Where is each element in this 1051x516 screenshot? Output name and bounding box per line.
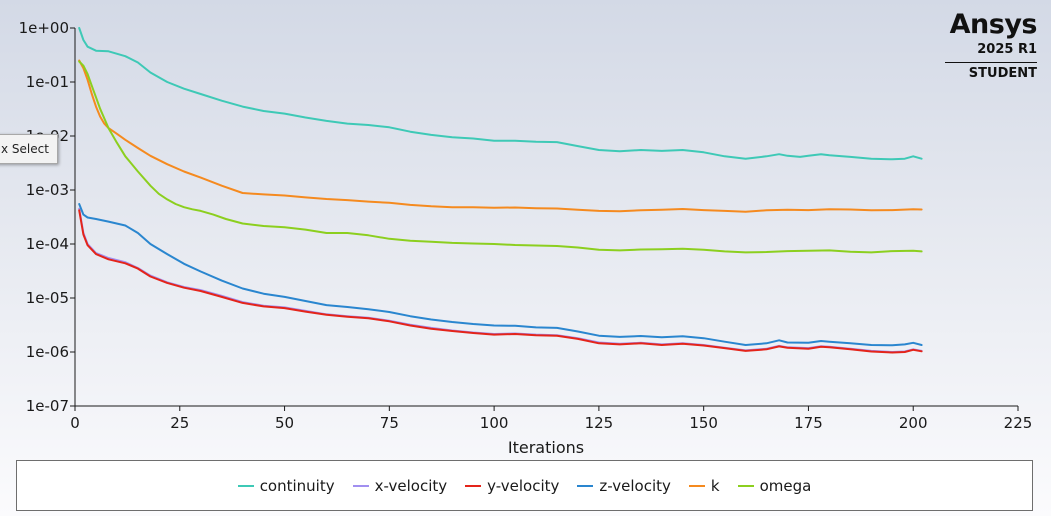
legend-label: x-velocity bbox=[374, 476, 448, 495]
brand-version: 2025 R1 bbox=[977, 42, 1037, 57]
y-tick-label: 1e-07 bbox=[26, 397, 69, 415]
x-tick-label: 75 bbox=[380, 414, 399, 432]
x-tick-label: 225 bbox=[1004, 414, 1033, 432]
x-tick-label: 150 bbox=[689, 414, 718, 432]
y-tick-label: 1e+00 bbox=[19, 19, 69, 37]
legend-swatch bbox=[688, 484, 705, 487]
legend-label: y-velocity bbox=[487, 476, 560, 495]
legend-label: k bbox=[710, 476, 720, 495]
brand-edition: STUDENT bbox=[968, 66, 1037, 81]
y-tick-label: 1e-06 bbox=[26, 343, 69, 361]
legend-label: z-velocity bbox=[599, 476, 671, 495]
y-tick-label: 1e-03 bbox=[26, 181, 69, 199]
y-tick-label: 1e-04 bbox=[26, 235, 69, 253]
series-line-y-velocity bbox=[78, 209, 923, 354]
x-tick-label: 200 bbox=[899, 414, 928, 432]
x-tick-label: 125 bbox=[585, 414, 614, 432]
brand-divider bbox=[945, 62, 1037, 63]
legend-swatch bbox=[465, 484, 482, 487]
legend-swatch bbox=[237, 484, 254, 487]
series-line-z-velocity bbox=[78, 203, 923, 347]
y-tick-label: 1e-05 bbox=[26, 289, 69, 307]
x-tick-label: 50 bbox=[275, 414, 294, 432]
legend-label: continuity bbox=[259, 476, 335, 495]
legend-item-z-velocity[interactable]: z-velocity bbox=[577, 477, 671, 495]
series-line-continuity bbox=[78, 27, 923, 161]
series-line-x-velocity bbox=[78, 207, 923, 353]
brand-logo: Ansys 2025 R1 STUDENT bbox=[945, 9, 1038, 82]
legend-swatch bbox=[577, 484, 594, 487]
legend-item-omega[interactable]: omega bbox=[737, 476, 812, 495]
legend-item-k[interactable]: k bbox=[688, 476, 720, 495]
x-ticks: 0 25 50 75 100 125 150 175 200 225 bbox=[70, 406, 1032, 432]
series-line-k bbox=[78, 59, 923, 213]
series-line-omega bbox=[78, 60, 923, 254]
brand-name: Ansys bbox=[949, 9, 1038, 40]
x-tick-label: 100 bbox=[480, 414, 509, 432]
legend-item-x-velocity[interactable]: x-velocity bbox=[352, 476, 448, 495]
series-lines bbox=[78, 27, 923, 354]
x-tick-label: 175 bbox=[794, 414, 823, 432]
legend-swatch bbox=[737, 484, 754, 487]
chart-legend: continuity x-velocity y-velocity z-velocity… bbox=[16, 460, 1033, 511]
x-tick-label: 0 bbox=[70, 414, 80, 432]
legend-item-y-velocity[interactable]: y-velocity bbox=[465, 477, 559, 495]
x-axis-title: Iterations bbox=[508, 438, 584, 457]
x-tick-label: 25 bbox=[170, 414, 189, 432]
axes bbox=[74, 28, 1018, 407]
legend-label: omega bbox=[759, 476, 812, 495]
legend-swatch bbox=[352, 484, 369, 487]
legend-item-continuity[interactable]: continuity bbox=[237, 476, 335, 495]
select-tooltip: x Select bbox=[0, 134, 58, 164]
y-tick-label: 1e-01 bbox=[26, 73, 69, 91]
